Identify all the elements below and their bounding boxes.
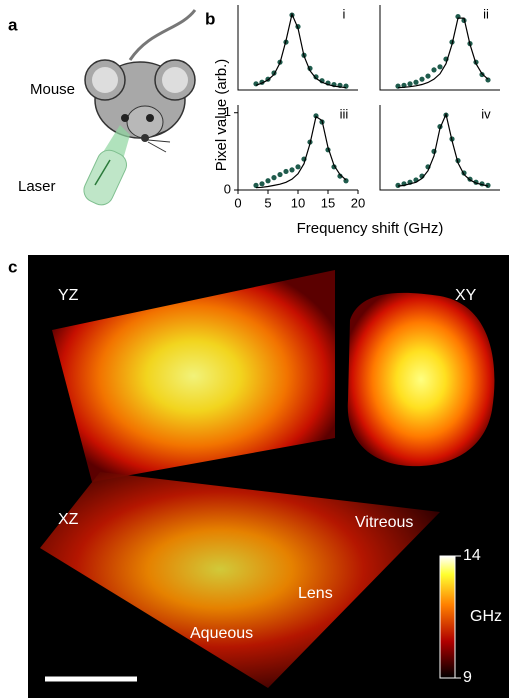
plot-label: i [343, 6, 346, 21]
x-axis-label: Frequency shift (GHz) [297, 220, 444, 237]
data-point [431, 67, 437, 73]
panel-label: a [8, 15, 18, 34]
fit-line [397, 112, 489, 187]
axis-line [379, 105, 500, 191]
colorbar-label: GHz [470, 608, 502, 625]
plot-label: iv [481, 106, 491, 121]
data-point [295, 164, 301, 170]
axis-line [237, 5, 358, 91]
fit-line [255, 115, 347, 189]
data-point [407, 81, 413, 87]
fit-line [397, 17, 489, 89]
region-label: Aqueous [190, 625, 253, 642]
mouse-illustration [83, 9, 197, 206]
y-tick-label: 0 [224, 181, 231, 196]
data-point [485, 182, 491, 188]
data-point [277, 171, 283, 178]
data-point [265, 178, 271, 184]
data-point [437, 64, 443, 70]
data-point [395, 182, 401, 188]
x-tick-label: 20 [351, 195, 365, 210]
data-point [259, 181, 265, 187]
panel-label: b [205, 9, 215, 28]
view-label: XY [455, 287, 477, 304]
data-point [413, 79, 419, 85]
data-point [313, 74, 319, 80]
colorbar-tick-label: 14 [463, 547, 481, 564]
xz-slice [40, 472, 440, 688]
panel-label: c [8, 257, 17, 276]
plot-label: iii [340, 106, 349, 121]
data-point [425, 73, 431, 79]
data-point [253, 81, 259, 87]
x-tick-label: 5 [264, 195, 271, 210]
mouse-label: Mouse [30, 81, 75, 98]
data-point [253, 182, 259, 188]
plot-label: ii [483, 6, 489, 21]
y-tick-label: 1 [224, 104, 231, 119]
region-label: Lens [298, 585, 333, 602]
data-point [283, 168, 289, 175]
view-label: XZ [58, 511, 79, 528]
xy-slice [347, 292, 495, 467]
data-point [419, 76, 425, 82]
y-axis-label: Pixel value (arb.) [213, 59, 230, 172]
colorbar [439, 555, 456, 679]
x-tick-label: 10 [291, 195, 305, 210]
x-tick-label: 0 [234, 195, 241, 210]
yz-slice [52, 270, 335, 482]
x-tick-label: 15 [321, 195, 335, 210]
data-point [289, 167, 295, 173]
data-point [271, 175, 277, 181]
laser-label: Laser [18, 178, 56, 195]
data-point [337, 173, 343, 179]
axis-line [379, 5, 500, 91]
fit-line [255, 12, 347, 89]
view-label: YZ [58, 287, 79, 304]
colorbar-tick-label: 9 [463, 669, 472, 686]
region-label: Vitreous [355, 514, 413, 531]
